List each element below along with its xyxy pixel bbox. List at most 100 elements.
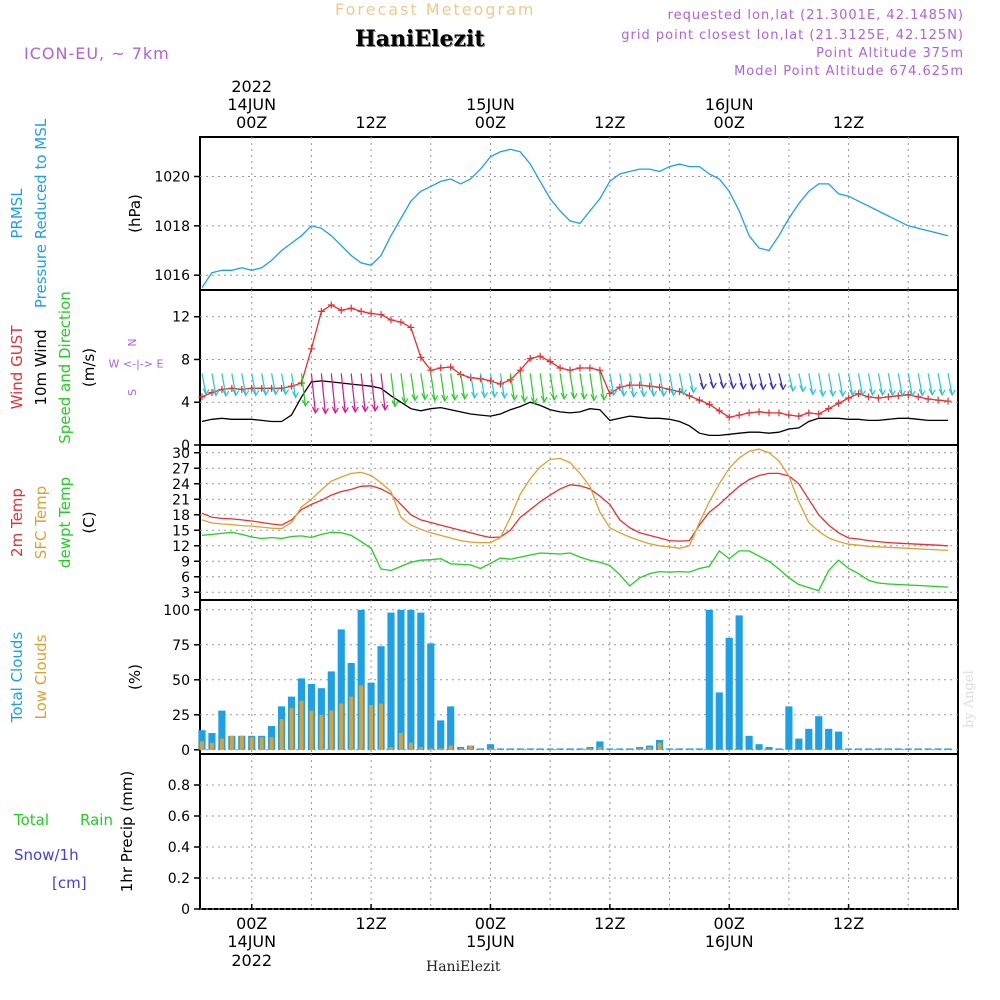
series-line-10m-wind bbox=[201, 380, 949, 437]
requested-location: requested lon,lat (21.3001E, 42.1485N) bbox=[667, 8, 964, 23]
wind-arrow bbox=[290, 373, 297, 398]
wind-arrow-head bbox=[759, 383, 767, 391]
bar-total-clouds bbox=[765, 747, 773, 750]
wind-arrow bbox=[788, 373, 794, 392]
wind-arrow-head bbox=[938, 388, 946, 397]
wind-arrow bbox=[221, 373, 227, 396]
y-tick-label: 75 bbox=[172, 638, 190, 654]
gust-marker bbox=[486, 377, 494, 385]
wind-arrow bbox=[579, 373, 585, 399]
wind-arrow bbox=[907, 373, 913, 396]
y-tick-label: 30 bbox=[172, 446, 190, 462]
gust-marker bbox=[337, 306, 345, 314]
bar-total-clouds bbox=[745, 735, 753, 750]
wind-arrow bbox=[430, 373, 436, 401]
axis-label: (%) bbox=[126, 664, 144, 690]
wind-arrow bbox=[678, 373, 685, 395]
wind-arrow bbox=[410, 373, 416, 401]
wind-arrow bbox=[300, 373, 307, 406]
wind-arrow-head bbox=[839, 389, 847, 398]
panel-frame-precip bbox=[199, 753, 959, 910]
y-tick-label: 18 bbox=[172, 508, 190, 524]
bar-low-clouds bbox=[438, 748, 443, 750]
time-label-bottom: 00Z bbox=[714, 914, 745, 933]
time-label-top: 00Z bbox=[475, 113, 506, 132]
wind-arrow-head bbox=[868, 388, 876, 397]
wind-arrow bbox=[897, 373, 903, 396]
axis-label-snow: Snow/1h bbox=[14, 846, 79, 864]
gust-marker bbox=[387, 316, 395, 324]
gust-marker bbox=[556, 364, 564, 372]
wind-arrow bbox=[241, 373, 247, 396]
bar-low-clouds bbox=[389, 747, 393, 750]
wind-arrow-head bbox=[769, 382, 777, 391]
bar-low-clouds bbox=[448, 745, 453, 750]
bar-low-clouds bbox=[319, 714, 324, 750]
wind-arrow-head bbox=[480, 391, 489, 399]
bar-low-clouds bbox=[369, 705, 374, 750]
wind-arrow-head bbox=[809, 388, 817, 396]
bar-total-clouds bbox=[516, 748, 524, 750]
axis-label: Speed and Direction bbox=[56, 291, 74, 444]
bar-total-clouds bbox=[566, 748, 574, 750]
time-label-bottom: 00Z bbox=[475, 914, 506, 933]
wind-arrow bbox=[330, 373, 336, 413]
wind-arrow-head bbox=[580, 392, 588, 401]
point-altitude: Point Altitude 375m bbox=[816, 46, 964, 61]
axis-label: Wind GUST bbox=[8, 325, 26, 410]
wind-arrow-head bbox=[391, 400, 399, 408]
bar-total-clouds bbox=[944, 748, 952, 750]
wind-arrow-head bbox=[431, 394, 439, 402]
wind-arrow bbox=[420, 373, 426, 400]
axis-label-precip: 1hr Precip (mm) bbox=[118, 771, 136, 892]
gust-marker bbox=[526, 354, 534, 362]
chart-subtitle: Forecast Meteogram bbox=[335, 0, 536, 19]
y-tick-label: 0.2 bbox=[168, 871, 190, 887]
gust-marker bbox=[576, 364, 584, 372]
series-line-sfc-temp bbox=[201, 448, 949, 552]
bar-total-clouds bbox=[725, 637, 733, 750]
bar-total-clouds bbox=[437, 720, 445, 750]
gust-marker bbox=[924, 395, 932, 403]
bar-low-clouds bbox=[637, 748, 642, 750]
gust-marker bbox=[566, 366, 574, 374]
wind-arrow-head bbox=[630, 390, 638, 399]
wind-arrow bbox=[668, 373, 675, 396]
wind-arrow-head bbox=[789, 384, 797, 393]
axis-label: (m/s) bbox=[80, 348, 98, 387]
wind-arrow bbox=[340, 373, 346, 413]
bar-total-clouds bbox=[924, 748, 932, 750]
bar-total-clouds bbox=[606, 748, 614, 750]
wind-arrow-head bbox=[719, 381, 727, 390]
time-label-top: 00Z bbox=[236, 113, 267, 132]
wind-arrow bbox=[818, 373, 824, 396]
time-label-top: 12Z bbox=[594, 113, 625, 132]
y-tick-label: 1020 bbox=[154, 169, 190, 185]
bar-total-clouds bbox=[835, 731, 843, 750]
gust-marker bbox=[845, 394, 853, 402]
y-tick-label: 0.8 bbox=[168, 778, 190, 794]
wind-arrow bbox=[211, 373, 217, 396]
bar-low-clouds bbox=[229, 735, 234, 750]
wind-arrow bbox=[479, 373, 486, 398]
wind-arrow bbox=[310, 373, 317, 413]
wind-arrow-head bbox=[371, 404, 379, 413]
wind-arrow-head bbox=[321, 407, 329, 415]
wind-arrow bbox=[350, 373, 356, 412]
gust-marker bbox=[755, 408, 763, 416]
wind-arrow-head bbox=[262, 388, 270, 397]
wind-arrow-head bbox=[600, 393, 608, 402]
wind-arrow-head bbox=[739, 382, 747, 391]
bar-total-clouds bbox=[894, 748, 902, 750]
wind-arrow-head bbox=[351, 405, 359, 414]
gust-marker bbox=[695, 396, 703, 404]
wind-arrow-head bbox=[540, 395, 548, 404]
axis-label: 2m Temp bbox=[8, 488, 26, 557]
wind-arrow-head bbox=[510, 393, 518, 402]
wind-arrow-head bbox=[530, 397, 538, 405]
wind-arrow-head bbox=[799, 385, 807, 393]
compass-south: S bbox=[126, 389, 139, 396]
y-tick-label: 24 bbox=[172, 477, 190, 493]
wind-arrow-head bbox=[948, 388, 956, 397]
bar-low-clouds bbox=[289, 707, 294, 750]
